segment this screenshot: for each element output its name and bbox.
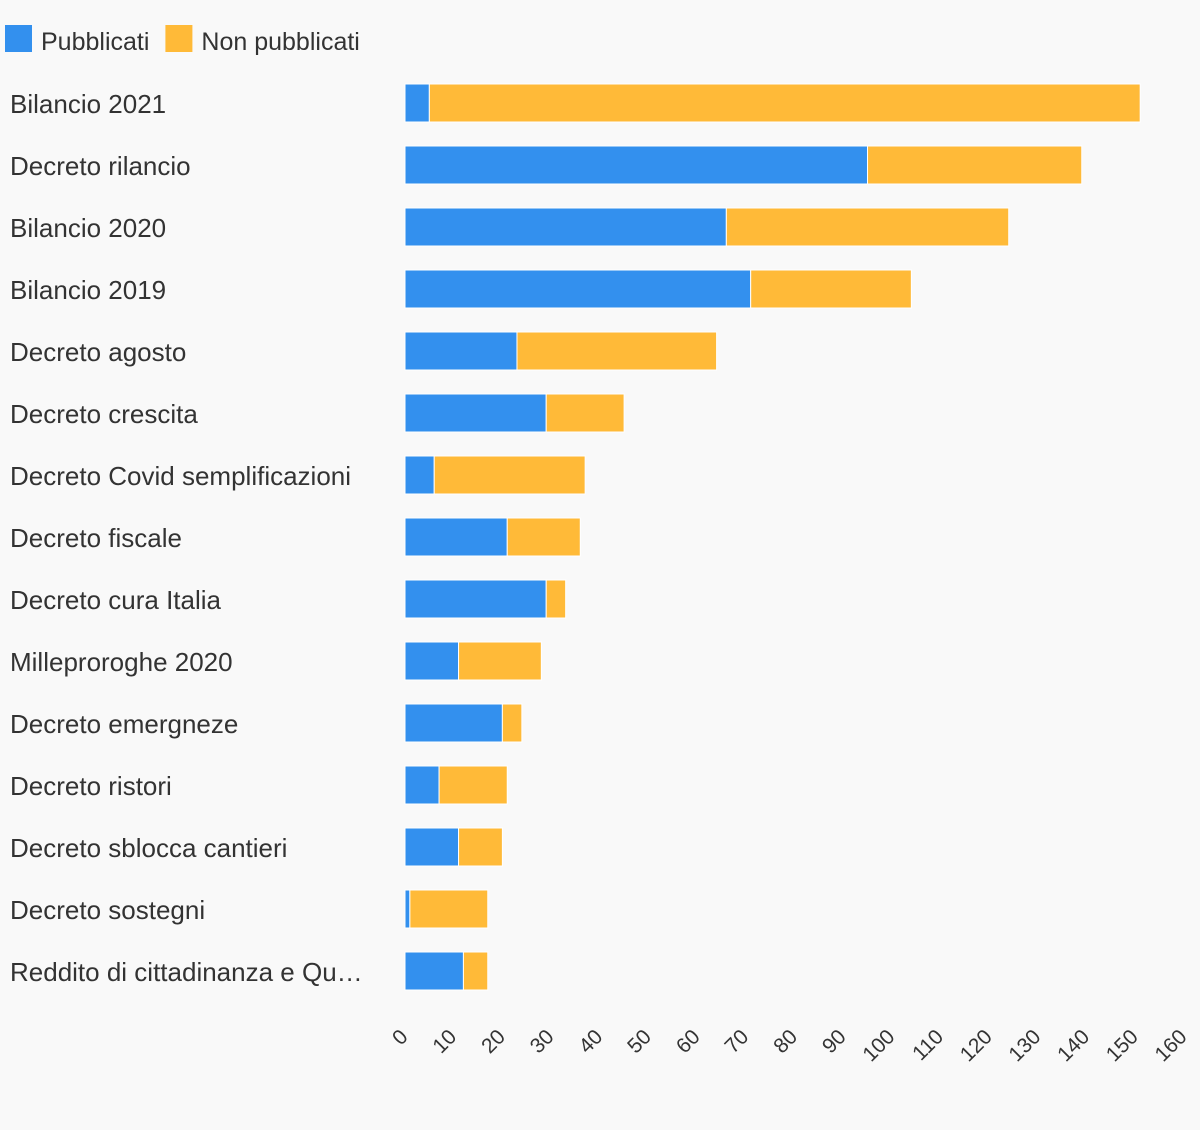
x-tick-label: 160: [1150, 1025, 1191, 1066]
bar-pubblicati: [404, 393, 547, 433]
category-label: Decreto emergneze: [10, 709, 238, 739]
bar-pubblicati: [404, 765, 440, 805]
legend-swatch-non-pubblicati: [165, 25, 193, 52]
bar-non-pubblicati: [545, 579, 567, 619]
bar-non-pubblicati: [458, 827, 503, 867]
bar-non-pubblicati: [409, 889, 489, 929]
category-label: Decreto fiscale: [10, 523, 182, 553]
x-tick-label: 150: [1102, 1025, 1143, 1066]
x-tick-label: 60: [672, 1025, 705, 1058]
legend: Pubblicati Non pubblicati: [5, 25, 360, 56]
category-label: Decreto Covid semplificazioni: [10, 461, 351, 491]
bar-non-pubblicati: [438, 765, 508, 805]
bar-non-pubblicati: [545, 393, 625, 433]
x-tick-label: 40: [575, 1025, 608, 1058]
bar-non-pubblicati: [458, 641, 542, 681]
x-tick-label: 140: [1053, 1025, 1094, 1066]
x-tick-label: 130: [1004, 1025, 1045, 1066]
bar-non-pubblicati: [750, 269, 912, 309]
legend-swatch-pubblicati: [5, 25, 32, 52]
category-labels: Bilancio 2021 Decreto rilancio Bilancio 20…: [10, 89, 363, 987]
category-label: Bilancio 2020: [10, 213, 166, 243]
category-label: Reddito di cittadinanza e Qu…: [10, 957, 363, 987]
bar-pubblicati: [404, 331, 518, 371]
category-label: Decreto rilancio: [10, 151, 191, 181]
bar-non-pubblicati: [501, 703, 523, 743]
x-tick-label: 10: [428, 1025, 461, 1058]
bar-pubblicati: [404, 641, 460, 681]
x-tick-label: 50: [623, 1025, 656, 1058]
bar-non-pubblicati: [433, 455, 586, 495]
category-label: Decreto sostegni: [10, 895, 205, 925]
x-tick-label: 120: [956, 1025, 997, 1066]
bar-non-pubblicati: [462, 951, 489, 991]
category-label: Decreto ristori: [10, 771, 172, 801]
bar-non-pubblicati: [516, 331, 718, 371]
x-tick-label: 70: [721, 1025, 754, 1058]
category-label: Decreto sblocca cantieri: [10, 833, 287, 863]
x-tick-label: 80: [769, 1025, 802, 1058]
bar-pubblicati: [404, 83, 430, 123]
x-tick-label: 30: [526, 1025, 559, 1058]
x-tick-label: 20: [477, 1025, 510, 1058]
bar-pubblicati: [404, 951, 464, 991]
bar-pubblicati: [404, 827, 460, 867]
bars: [404, 83, 1141, 991]
x-axis-ticks: 0 10 20 30 40 50 60 70 80 90 100 110 120 130 140 150 160: [388, 1025, 1192, 1066]
legend-label-pubblicati: Pubblicati: [41, 28, 149, 56]
x-tick-label: 90: [818, 1025, 851, 1058]
bar-pubblicati: [404, 207, 727, 247]
bar-pubblicati: [404, 517, 508, 557]
bar-non-pubblicati: [867, 145, 1083, 185]
bar-pubblicati: [404, 145, 869, 185]
category-label: Bilancio 2021: [10, 89, 166, 119]
category-label: Milleproroghe 2020: [10, 647, 233, 677]
bar-pubblicati: [404, 455, 435, 495]
x-tick-label: 100: [858, 1025, 899, 1066]
x-tick-label: 0: [388, 1025, 413, 1050]
category-label: Decreto crescita: [10, 399, 198, 429]
bar-pubblicati: [404, 579, 547, 619]
bar-non-pubblicati: [725, 207, 1010, 247]
x-tick-label: 110: [908, 1025, 948, 1065]
bar-non-pubblicati: [506, 517, 581, 557]
bar-pubblicati: [404, 269, 752, 309]
category-label: Bilancio 2019: [10, 275, 166, 305]
bar-non-pubblicati: [428, 83, 1141, 123]
bar-pubblicati: [404, 889, 411, 929]
bar-pubblicati: [404, 703, 503, 743]
category-label: Decreto agosto: [10, 337, 186, 367]
category-label: Decreto cura Italia: [10, 585, 222, 615]
legend-label-non-pubblicati: Non pubblicati: [201, 28, 359, 56]
